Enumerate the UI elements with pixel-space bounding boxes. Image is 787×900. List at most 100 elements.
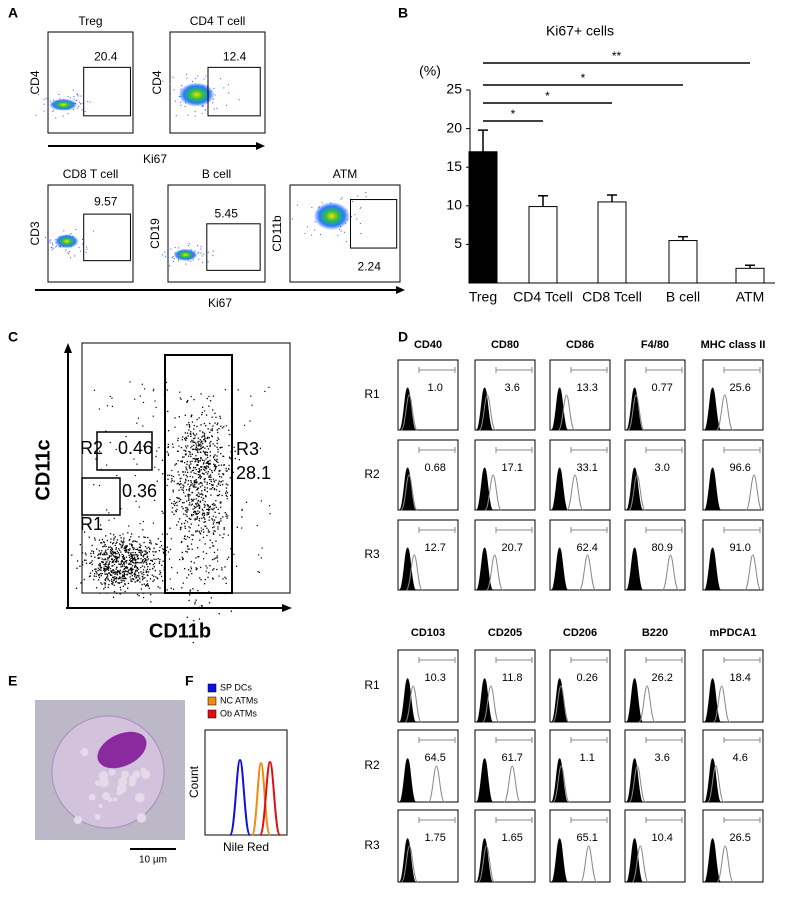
event-dot (211, 435, 213, 437)
event-dot (214, 412, 216, 415)
control-histogram (626, 387, 644, 431)
event-dot (49, 240, 51, 242)
event-dot (210, 440, 212, 443)
event-dot (223, 464, 225, 466)
event-dot (212, 523, 215, 525)
event-dot (215, 459, 217, 462)
event-dot (203, 558, 205, 560)
event-dot (213, 108, 215, 110)
event-dot (220, 501, 222, 503)
event-dot (206, 490, 208, 493)
event-dot (43, 110, 45, 112)
event-dot (200, 469, 202, 471)
event-dot (183, 461, 186, 464)
control-histogram (399, 547, 417, 591)
event-dot (122, 577, 124, 580)
event-dot (130, 561, 133, 563)
event-dot (112, 560, 114, 562)
event-dot (130, 536, 132, 538)
event-dot (107, 586, 109, 589)
control-histogram (704, 467, 722, 511)
vacuole (80, 748, 89, 757)
event-dot (124, 590, 126, 593)
event-dot (187, 399, 189, 402)
event-dot (198, 440, 200, 443)
event-dot (321, 202, 323, 204)
event-dot (153, 558, 155, 560)
event-dot (185, 478, 187, 481)
histogram-frame (624, 729, 686, 803)
event-dot (147, 584, 149, 586)
event-dot (224, 576, 226, 578)
event-dot (119, 543, 121, 545)
event-dot (153, 554, 155, 556)
event-dot (158, 562, 161, 564)
vacuole (108, 769, 116, 776)
event-dot (241, 509, 243, 511)
event-dot (199, 577, 201, 579)
histogram-frame (474, 519, 536, 591)
event-dot (168, 265, 170, 267)
event-dot (220, 425, 222, 427)
event-dot (193, 437, 195, 440)
control-histogram (399, 387, 417, 431)
event-dot (203, 438, 205, 441)
event-dot (196, 517, 198, 519)
event-dot (126, 567, 128, 570)
gate-value: 1.75 (424, 832, 445, 844)
event-dot (133, 573, 136, 575)
event-dot (218, 464, 220, 466)
event-dot (216, 485, 218, 487)
event-dot (119, 577, 121, 579)
event-dot (116, 566, 118, 569)
event-dot (108, 555, 111, 557)
event-dot (140, 553, 142, 555)
event-dot (101, 553, 104, 556)
event-dot (203, 435, 206, 438)
vacuole (136, 813, 147, 823)
event-dot (205, 496, 207, 498)
event-dot (198, 520, 200, 522)
event-dot (198, 448, 201, 451)
event-dot (153, 562, 156, 565)
event-dot (104, 571, 106, 573)
event-dot (219, 415, 221, 418)
event-dot (203, 517, 205, 519)
event-dot (195, 498, 198, 500)
event-dot (153, 579, 155, 581)
event-dot (111, 560, 114, 563)
event-dot (197, 445, 199, 447)
event-dot (197, 464, 199, 466)
event-dot (188, 464, 190, 466)
event-dot (128, 563, 130, 565)
event-dot (145, 570, 148, 572)
event-dot (144, 553, 146, 556)
event-dot (203, 468, 205, 470)
event-dot (110, 552, 112, 554)
event-dot (142, 556, 145, 558)
event-dot (200, 442, 202, 444)
event-dot (197, 461, 200, 464)
event-dot (165, 255, 167, 257)
event-dot (176, 483, 178, 485)
marker-header: CD80 (491, 339, 519, 351)
event-dot (360, 206, 362, 208)
event-dot (123, 557, 125, 559)
event-dot (202, 509, 204, 512)
density-blob (49, 98, 78, 111)
event-dot (181, 540, 183, 543)
vacuole (98, 777, 109, 788)
event-dot (207, 505, 209, 507)
event-dot (233, 446, 235, 448)
event-dot (199, 501, 201, 503)
event-dot (192, 441, 194, 444)
event-dot (160, 575, 163, 577)
event-dot (121, 553, 123, 556)
event-dot (148, 551, 151, 553)
event-dot (180, 460, 182, 462)
event-dot (110, 570, 113, 573)
event-dot (101, 538, 104, 541)
control-histogram (551, 678, 569, 723)
event-dot (195, 480, 197, 482)
event-dot (190, 415, 192, 418)
